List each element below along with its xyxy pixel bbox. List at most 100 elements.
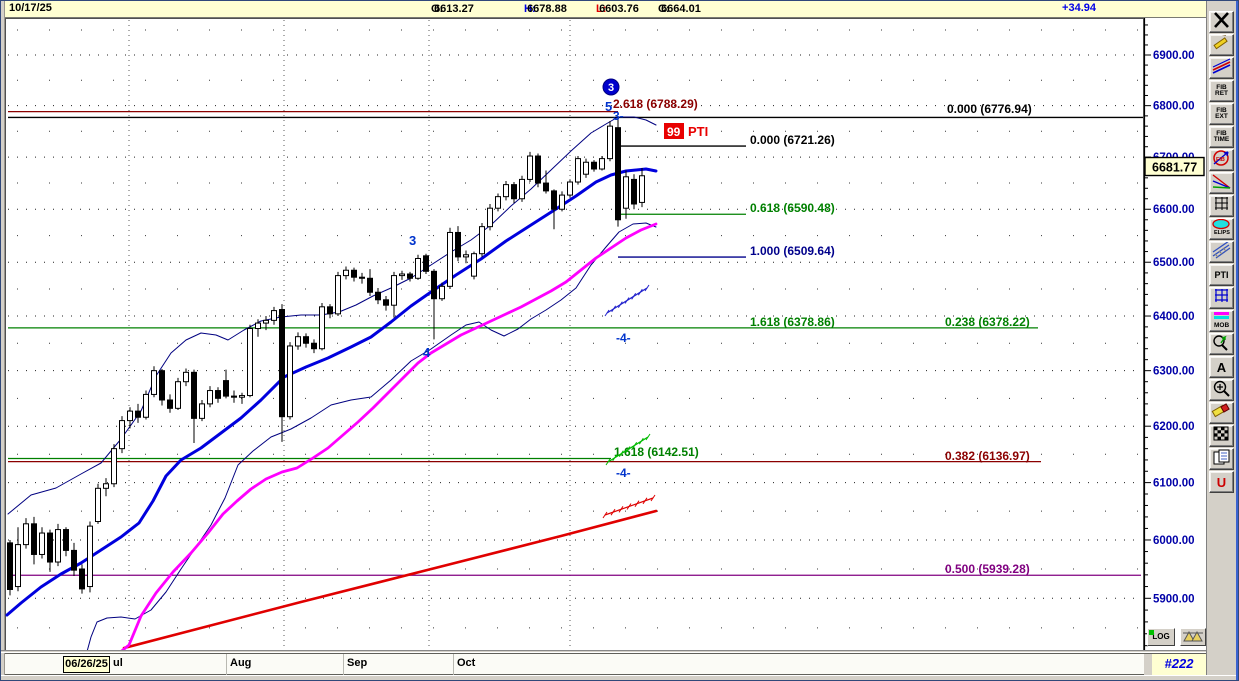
candlestick[interactable] (159, 369, 165, 406)
candlestick[interactable] (151, 366, 157, 398)
candlestick[interactable] (15, 527, 21, 592)
candlestick[interactable] (551, 189, 557, 230)
candlestick[interactable] (375, 287, 381, 305)
candlestick[interactable] (55, 523, 61, 567)
candlestick[interactable] (391, 271, 397, 318)
candlestick[interactable] (415, 254, 421, 280)
pti-study-tool-button[interactable]: PTI (1209, 264, 1234, 286)
candlestick[interactable] (119, 416, 125, 454)
candlestick[interactable] (7, 539, 13, 596)
ellipse-tool-button[interactable]: ELIPS (1209, 218, 1234, 240)
candlestick[interactable] (63, 527, 69, 557)
price-axis[interactable] (1144, 18, 1206, 651)
candlestick[interactable] (327, 304, 333, 319)
candlestick[interactable] (255, 319, 261, 337)
pages-tool-button[interactable] (1209, 448, 1234, 470)
candlestick[interactable] (591, 160, 597, 172)
candlestick[interactable] (319, 303, 325, 351)
candlestick[interactable] (335, 271, 341, 317)
candlestick[interactable] (463, 250, 469, 264)
candlestick[interactable] (487, 203, 493, 231)
candlestick[interactable] (535, 153, 541, 188)
candlestick[interactable] (103, 478, 109, 497)
close-tool-button[interactable] (1209, 11, 1234, 33)
candlestick[interactable] (23, 518, 29, 549)
candlestick[interactable] (471, 251, 477, 280)
candlestick[interactable] (271, 306, 277, 325)
candlestick[interactable] (239, 392, 245, 404)
candlestick[interactable] (47, 529, 53, 572)
fib-circle-tool-button[interactable]: FIB (1209, 149, 1234, 171)
candlestick[interactable] (351, 267, 357, 282)
candlestick[interactable] (303, 333, 309, 348)
scale-tools-button[interactable] (1180, 628, 1206, 646)
candlestick[interactable] (519, 175, 525, 202)
grid-tool-button[interactable] (1209, 195, 1234, 217)
candlestick[interactable] (359, 272, 365, 284)
candlestick[interactable] (511, 182, 517, 203)
candlestick[interactable] (167, 394, 173, 413)
zoom-in-tool-button[interactable] (1209, 379, 1234, 401)
zoom-study-tool-button[interactable] (1209, 333, 1234, 355)
candlestick[interactable] (199, 399, 205, 422)
candlestick[interactable] (367, 269, 373, 297)
candlestick[interactable] (575, 156, 581, 185)
eraser-tool-button[interactable] (1209, 402, 1234, 424)
candlestick[interactable] (639, 167, 645, 208)
candlestick[interactable] (399, 270, 405, 280)
price-chart[interactable]: 2.618 (6788.29) 0.000 (6776.94) 0.000 (672… (5, 18, 1206, 651)
candlestick[interactable] (127, 407, 133, 429)
pencil-tool-button[interactable] (1209, 34, 1234, 56)
candlestick[interactable] (623, 170, 629, 219)
candlestick[interactable] (495, 193, 501, 212)
candlestick[interactable] (631, 174, 637, 210)
fan-tool-button[interactable] (1209, 172, 1234, 194)
candlestick[interactable] (287, 342, 293, 420)
candlestick[interactable] (71, 542, 77, 577)
pattern-tool-button[interactable] (1209, 425, 1234, 447)
candlestick[interactable] (431, 269, 437, 340)
candlestick[interactable] (231, 390, 237, 403)
mob-study-tool-button[interactable]: MOB (1209, 310, 1234, 332)
candlestick[interactable] (223, 369, 229, 399)
candlestick[interactable] (191, 369, 197, 444)
log-scale-button[interactable]: LOG (1147, 628, 1175, 646)
candlestick[interactable] (455, 226, 461, 262)
candlestick[interactable] (207, 386, 213, 408)
candlestick[interactable] (583, 158, 589, 178)
candlestick[interactable] (95, 483, 101, 524)
blue-grid-tool-button[interactable] (1209, 287, 1234, 309)
magnet-tool-button[interactable]: U (1209, 471, 1234, 493)
candlestick[interactable] (343, 266, 349, 280)
hatch-lines-tool-button[interactable] (1209, 241, 1234, 263)
candlestick[interactable] (559, 191, 565, 212)
candlestick[interactable] (447, 227, 453, 290)
candlestick[interactable] (607, 121, 613, 162)
candlestick[interactable] (423, 253, 429, 274)
candlestick[interactable] (39, 527, 45, 559)
first-bar-date-box[interactable]: 06/26/25 (63, 656, 110, 673)
fib-retracement-tool-button[interactable]: FIB RET (1209, 80, 1234, 102)
candlestick[interactable] (31, 516, 37, 565)
candlestick[interactable] (183, 368, 189, 387)
candlestick[interactable] (279, 304, 285, 442)
fib-time-tool-button[interactable]: FIB TIME (1209, 126, 1234, 148)
candlestick[interactable] (79, 564, 85, 594)
candlestick[interactable] (311, 339, 317, 354)
candlestick[interactable] (599, 156, 605, 171)
candlestick[interactable] (135, 403, 141, 423)
candlestick[interactable] (479, 222, 485, 257)
candlestick[interactable] (263, 316, 269, 331)
candlestick[interactable] (615, 117, 621, 227)
candlestick[interactable] (295, 332, 301, 350)
candlestick[interactable] (567, 179, 573, 198)
candlestick[interactable] (215, 387, 221, 403)
candlestick[interactable] (543, 170, 549, 194)
candlestick[interactable] (247, 324, 253, 398)
candlestick[interactable] (143, 390, 149, 420)
candlestick[interactable] (439, 282, 445, 301)
candlestick[interactable] (383, 296, 389, 311)
candlestick[interactable] (407, 271, 413, 282)
candlestick[interactable] (503, 180, 509, 201)
trendline-tool-button[interactable] (1209, 57, 1234, 79)
